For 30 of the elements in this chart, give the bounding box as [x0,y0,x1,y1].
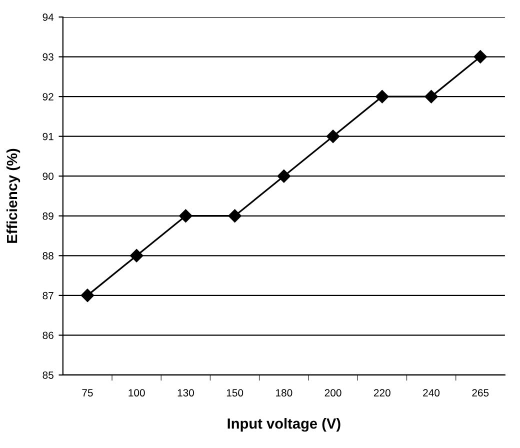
x-tick-label: 200 [324,389,342,397]
point [179,209,192,222]
point [130,249,144,262]
y-tick-label: 93 [42,53,54,61]
y-tick-label: 92 [42,93,54,100]
y-tick-label: 89 [42,212,54,220]
y-tick-label: 87 [42,292,54,300]
point [277,170,291,183]
x-tick-label: 75 [82,389,93,397]
x-tick-label: 150 [226,389,244,397]
x-axis-title: Input voltage (V) [228,418,340,432]
y-tick-label: 90 [42,172,54,180]
y-tick-label: 88 [42,252,54,260]
point [80,288,94,302]
x-tick-label: 265 [472,389,489,397]
y-tick-label: 91 [42,132,54,140]
point [326,130,340,143]
y-tick-label: 85 [42,371,54,379]
point [424,90,438,104]
x-tick-label: 220 [374,389,390,397]
y-axis-title: Efficiency (%) [6,148,20,243]
x-tick-label: 180 [276,389,292,397]
x-tick-label: 240 [423,389,440,397]
x-tick-label: 100 [128,389,145,397]
y-tick-label: 94 [42,14,54,21]
x-tick-label: 130 [178,389,194,397]
point [228,209,242,222]
y-tick-label: 86 [42,332,54,340]
point [474,50,487,64]
point [376,90,389,104]
